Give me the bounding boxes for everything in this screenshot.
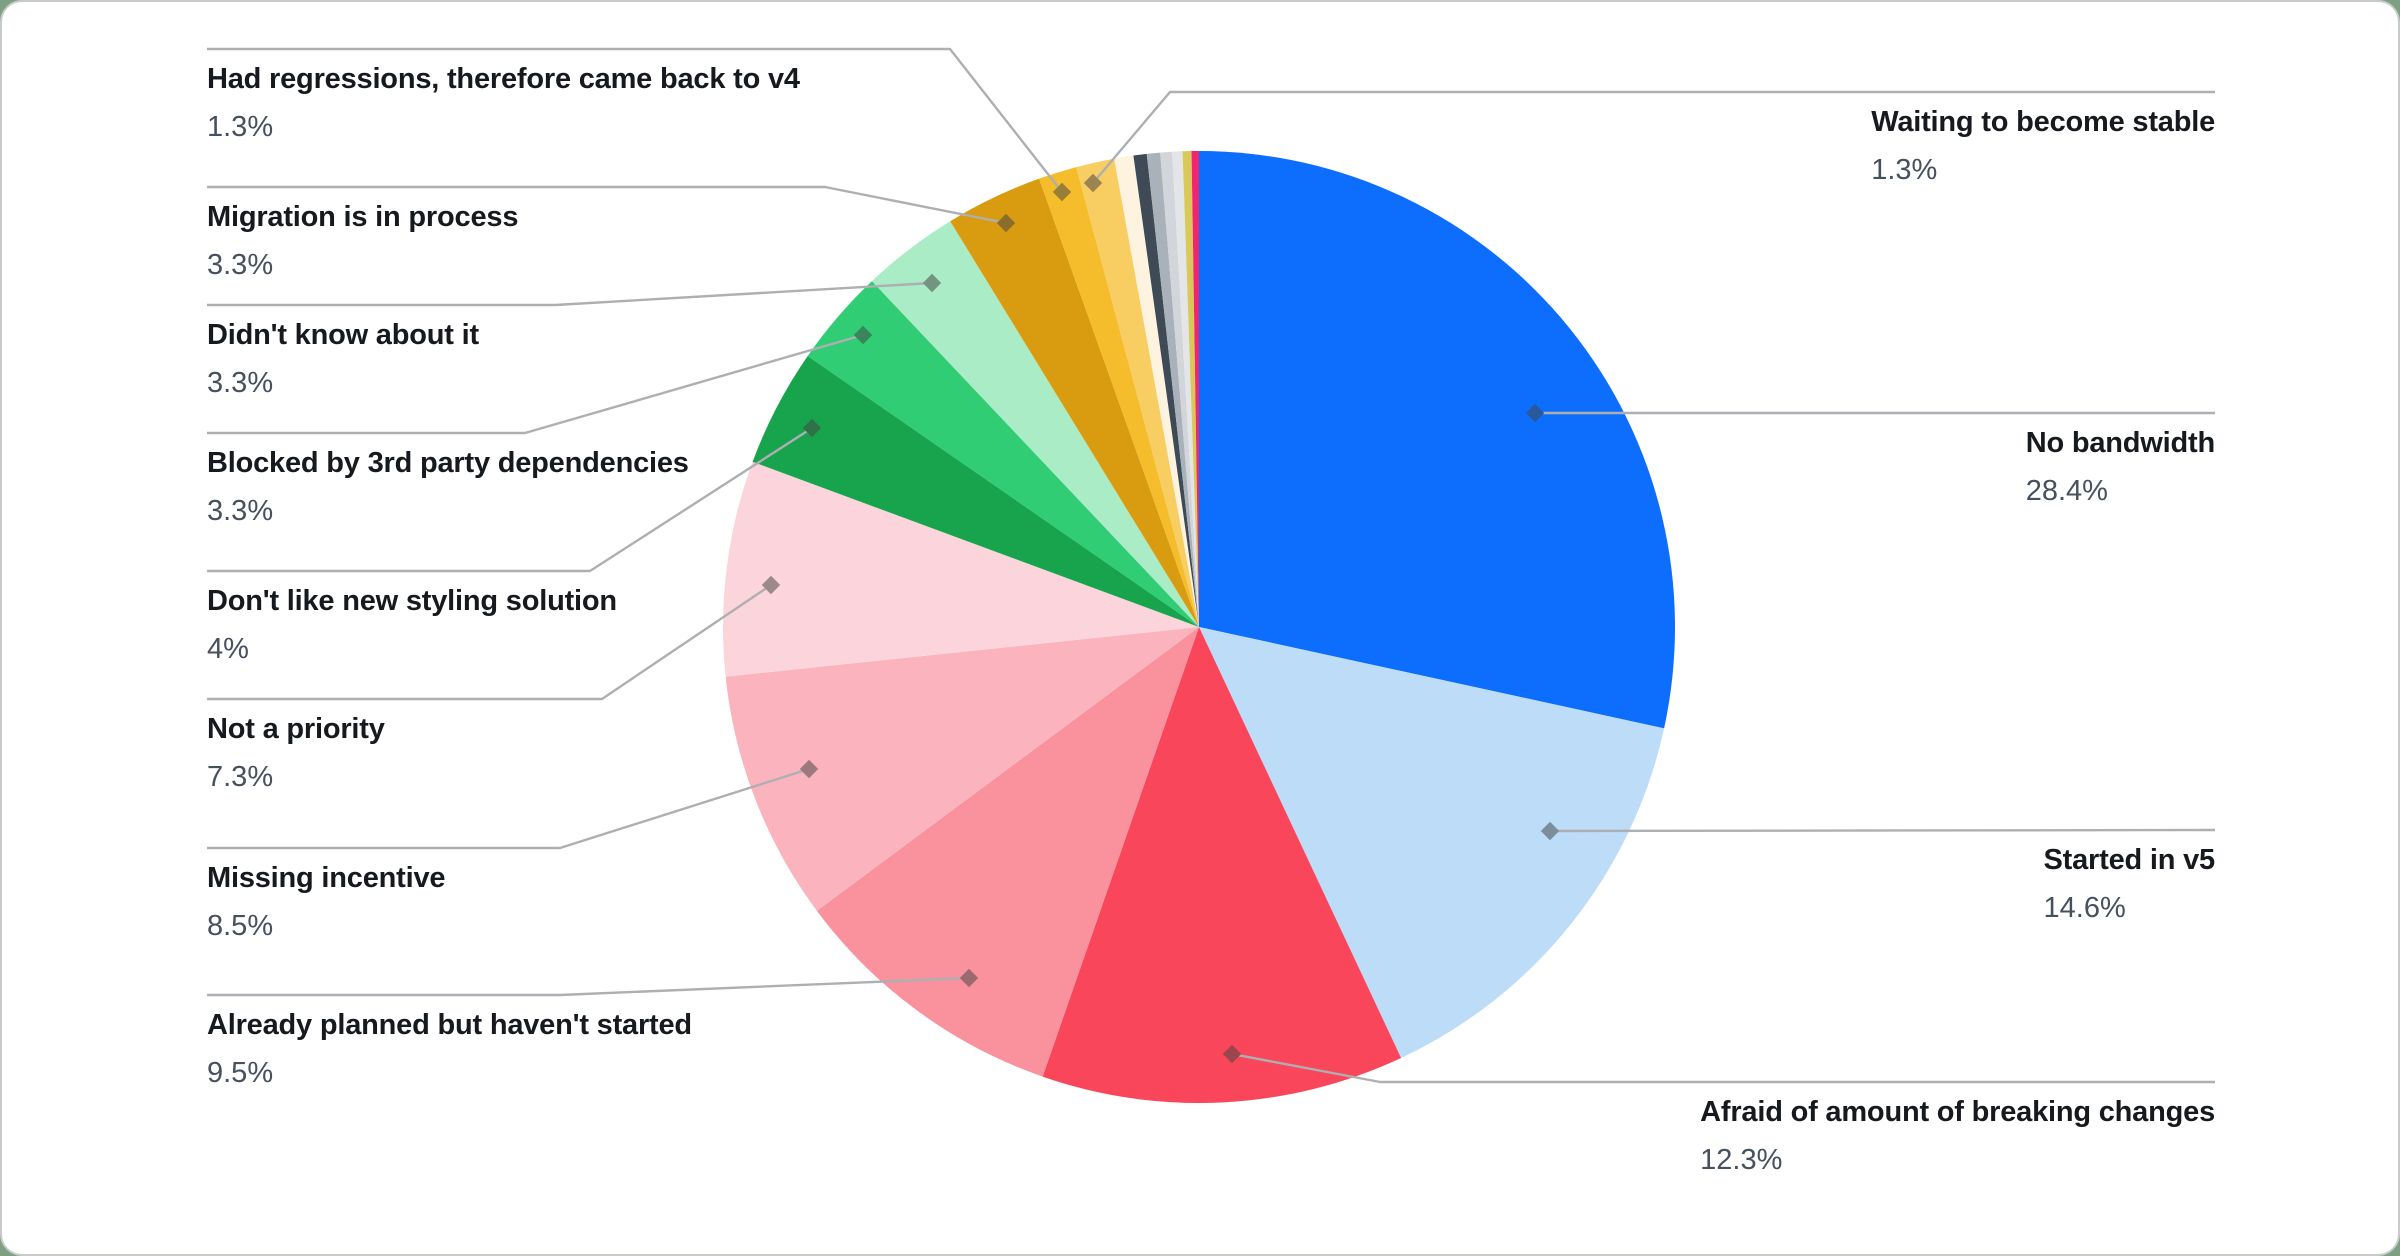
callout-percent: 3.3% — [207, 367, 274, 400]
callout-label: Had regressions, therefore came back to … — [207, 63, 800, 95]
callout-label: Didn't know about it — [207, 319, 479, 351]
slice-marker — [1540, 821, 1560, 841]
callout-percent: 3.3% — [207, 495, 274, 528]
callout-percent: 7.3% — [207, 761, 274, 794]
slice-marker — [1052, 182, 1072, 202]
callout-label: Blocked by 3rd party dependencies — [207, 447, 689, 479]
slice-marker — [922, 273, 942, 293]
slice-marker — [959, 968, 979, 988]
leader-line — [207, 426, 813, 573]
pie-slice[interactable] — [871, 221, 1199, 627]
leader-line — [207, 767, 810, 850]
callout-label: Don't like new styling solution — [207, 585, 617, 617]
callout-label: Migration is in process — [207, 201, 519, 233]
callout-blocked-by-3rd-party-dependencies: Blocked by 3rd party dependencies 3.3% — [207, 447, 689, 529]
callout-started-in-v5: Started in v5 14.6% — [2043, 844, 2216, 926]
callout-percent: 12.3% — [1700, 1144, 1783, 1177]
pie-slice[interactable] — [1039, 167, 1199, 628]
leader-line — [1549, 828, 2216, 833]
callout-percent: 1.3% — [1871, 154, 1938, 187]
callout-percent: 4% — [207, 633, 249, 666]
callout-label: Not a priority — [207, 713, 385, 745]
callout-label: Afraid of amount of breaking changes — [1700, 1096, 2215, 1128]
callout-missing-incentive: Missing incentive 8.5% — [207, 862, 446, 944]
slice-marker — [996, 213, 1016, 233]
pie-slice[interactable] — [723, 461, 1199, 677]
callout-already-planned-but-haven-t-started: Already planned but haven't started 9.5% — [207, 1009, 692, 1091]
pie-slice[interactable] — [1172, 151, 1199, 627]
callout-percent: 1.3% — [207, 111, 274, 144]
pie-slice[interactable] — [950, 178, 1199, 627]
callout-label: Missing incentive — [207, 862, 446, 894]
callout-label: No bandwidth — [2025, 427, 2215, 459]
callout-percent: 8.5% — [207, 910, 274, 943]
pie-slice[interactable] — [1199, 150, 1676, 729]
slice-marker — [799, 759, 819, 779]
leader-line — [207, 185, 1007, 225]
pie-slice[interactable] — [1160, 151, 1199, 627]
slice-marker — [802, 418, 822, 438]
leader-line — [207, 976, 970, 997]
pie-slice[interactable] — [1133, 153, 1199, 627]
leader-line — [207, 333, 864, 435]
slice-marker — [1222, 1044, 1242, 1064]
slice-marker — [853, 325, 873, 345]
callout-percent: 28.4% — [2025, 475, 2108, 508]
callout-had-regressions-therefore-came-back-to-v4: Had regressions, therefore came back to … — [207, 63, 800, 145]
callout-don-t-like-new-styling-solution: Don't like new styling solution 4% — [207, 585, 617, 667]
slice-marker — [1083, 173, 1103, 193]
pie-slice[interactable] — [1114, 155, 1199, 628]
leader-line — [1092, 90, 2215, 184]
pie-slice[interactable] — [807, 281, 1199, 627]
callout-waiting-to-become-stable: Waiting to become stable 1.3% — [1871, 106, 2215, 188]
callout-didn-t-know-about-it: Didn't know about it 3.3% — [207, 319, 479, 401]
callout-afraid-of-amount-of-breaking-changes: Afraid of amount of breaking changes 12.3… — [1700, 1096, 2215, 1178]
callout-migration-is-in-process: Migration is in process 3.3% — [207, 201, 518, 283]
leader-line — [207, 47, 1063, 193]
callout-percent: 9.5% — [207, 1057, 274, 1090]
pie-slice[interactable] — [752, 355, 1199, 627]
callout-label: Waiting to become stable — [1871, 106, 2215, 138]
pie-slice[interactable] — [1182, 151, 1199, 627]
callout-no-bandwidth: No bandwidth 28.4% — [2026, 427, 2215, 509]
slice-marker — [761, 575, 781, 595]
slice-marker — [1525, 403, 1545, 423]
callout-percent: 14.6% — [2043, 892, 2126, 925]
callout-percent: 3.3% — [207, 249, 274, 282]
leader-line — [207, 584, 772, 701]
callout-not-a-priority: Not a priority 7.3% — [207, 713, 385, 795]
pie-slice[interactable] — [816, 627, 1199, 1077]
leader-line — [207, 281, 933, 307]
pie-slice[interactable] — [725, 627, 1199, 911]
pie-slice[interactable] — [1076, 158, 1199, 627]
pie-slice[interactable] — [1199, 627, 1665, 1058]
callout-label: Already planned but haven't started — [207, 1009, 692, 1041]
callout-label: Started in v5 — [2043, 844, 2216, 876]
pie-slice[interactable] — [1042, 627, 1402, 1104]
pie-slice[interactable] — [1146, 152, 1199, 627]
leader-line — [1231, 1052, 2215, 1084]
pie-slice[interactable] — [1191, 151, 1199, 627]
